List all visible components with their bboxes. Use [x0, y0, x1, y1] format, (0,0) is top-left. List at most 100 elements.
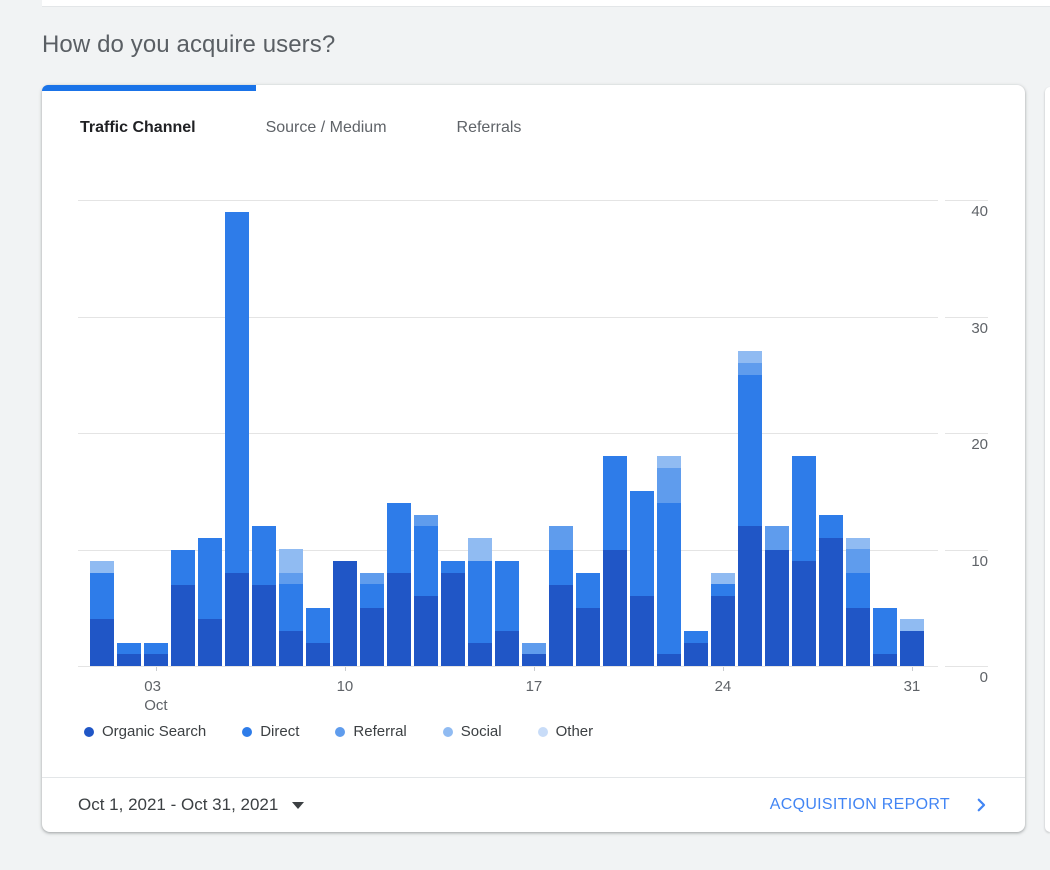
- bar-stack-oct-7[interactable]: [251, 526, 277, 666]
- x-axis-label: 31: [903, 678, 921, 695]
- bar-stack-oct-12[interactable]: [386, 502, 412, 666]
- bar-segment: [116, 642, 142, 655]
- bar-stack-oct-21[interactable]: [629, 491, 655, 666]
- bar-stack-oct-30[interactable]: [872, 607, 898, 666]
- x-axis-tick: [533, 666, 535, 671]
- bar-segment: [116, 654, 142, 666]
- bar-segment: [197, 537, 223, 620]
- chart-legend: Organic Search Direct Referral Social Other: [84, 723, 593, 740]
- bar-segment: [899, 631, 925, 666]
- bar-segment: [359, 584, 385, 608]
- bar-segment: [710, 596, 736, 666]
- bar-stack-oct-22[interactable]: [656, 456, 682, 666]
- gridline: [78, 200, 938, 201]
- bar-segment: [305, 607, 331, 643]
- bar-stack-oct-26[interactable]: [764, 526, 790, 666]
- bar-segment: [683, 631, 709, 643]
- bar-segment: [386, 502, 412, 573]
- gridline-tick: [945, 200, 988, 201]
- bar-stack-oct-6[interactable]: [224, 211, 250, 666]
- bar-segment: [764, 526, 790, 550]
- bar-stack-oct-24[interactable]: [710, 572, 736, 666]
- bar-stack-oct-13[interactable]: [413, 514, 439, 666]
- bar-stack-oct-9[interactable]: [305, 607, 331, 666]
- bar-segment: [359, 572, 385, 585]
- bar-segment: [737, 363, 763, 375]
- bar-stack-oct-19[interactable]: [575, 572, 601, 666]
- gridline: [78, 316, 938, 318]
- x-axis-tick: [722, 666, 724, 671]
- bar-segment: [575, 572, 601, 608]
- bar-segment: [143, 642, 169, 655]
- bar-segment: [656, 502, 682, 655]
- bar-segment: [791, 561, 817, 666]
- date-range-selector[interactable]: Oct 1, 2021 - Oct 31, 2021: [78, 795, 305, 815]
- bar-segment: [89, 619, 115, 666]
- bar-segment: [413, 596, 439, 666]
- bar-segment: [548, 549, 574, 585]
- bar-stack-oct-27[interactable]: [791, 456, 817, 666]
- bar-segment: [494, 631, 520, 666]
- bar-segment: [413, 526, 439, 597]
- bar-segment: [764, 549, 790, 666]
- card-footer: Oct 1, 2021 - Oct 31, 2021 ACQUISITION R…: [42, 777, 1025, 832]
- bar-segment: [170, 549, 196, 585]
- bar-segment: [251, 526, 277, 585]
- x-axis-label: 10: [336, 678, 354, 695]
- bar-stack-oct-28[interactable]: [818, 514, 844, 666]
- bar-segment: [413, 514, 439, 527]
- bar-segment: [737, 526, 763, 666]
- bar-segment: [278, 584, 304, 631]
- bar-stack-oct-29[interactable]: [845, 537, 871, 666]
- bar-stack-oct-23[interactable]: [683, 631, 709, 666]
- gridline-tick: [945, 549, 988, 551]
- tab-source-medium[interactable]: Source / Medium: [265, 119, 387, 136]
- bar-stack-oct-11[interactable]: [359, 572, 385, 666]
- bar-segment: [899, 619, 925, 631]
- bar-stack-oct-14[interactable]: [440, 561, 466, 666]
- bar-stack-oct-2[interactable]: [116, 642, 142, 666]
- bar-stack-oct-18[interactable]: [548, 526, 574, 666]
- tab-referrals[interactable]: Referrals: [456, 119, 522, 136]
- bar-stack-oct-3[interactable]: [143, 642, 169, 666]
- bar-stack-oct-20[interactable]: [602, 456, 628, 666]
- x-axis-label: 24: [714, 678, 732, 695]
- bar-segment: [602, 456, 628, 550]
- legend-dot-icon: [335, 726, 346, 737]
- bar-stack-oct-8[interactable]: [278, 549, 304, 666]
- bar-stack-oct-15[interactable]: [467, 537, 493, 666]
- bar-segment: [278, 631, 304, 666]
- bar-segment: [845, 537, 871, 550]
- gridline: [78, 666, 938, 667]
- bar-stack-oct-17[interactable]: [521, 642, 547, 666]
- bar-segment: [737, 374, 763, 527]
- tab-bar: Traffic Channel Source / Medium Referral…: [80, 118, 521, 138]
- bar-segment: [548, 526, 574, 550]
- legend-item: Other: [537, 723, 593, 740]
- bar-stack-oct-25[interactable]: [737, 351, 763, 666]
- x-axis-tick: [911, 666, 913, 671]
- legend-dot-icon: [442, 726, 453, 737]
- bar-stack-oct-16[interactable]: [494, 561, 520, 666]
- y-axis-label: 30: [971, 319, 988, 337]
- acquisition-report-link[interactable]: ACQUISITION REPORT: [770, 796, 990, 814]
- bar-segment: [278, 549, 304, 573]
- legend-dot-icon: [242, 726, 253, 737]
- y-axis-label: 20: [971, 436, 988, 453]
- bar-segment: [521, 642, 547, 655]
- bar-segment: [440, 561, 466, 573]
- tab-traffic-channel[interactable]: Traffic Channel: [80, 119, 196, 136]
- bar-segment: [251, 584, 277, 666]
- bar-stack-oct-5[interactable]: [197, 537, 223, 666]
- bar-segment: [818, 537, 844, 666]
- bar-stack-oct-4[interactable]: [170, 549, 196, 666]
- bar-segment: [467, 537, 493, 562]
- bar-segment: [710, 584, 736, 597]
- gridline-tick: [945, 666, 988, 667]
- legend-item: Organic Search: [84, 723, 206, 740]
- bar-stack-oct-1[interactable]: [89, 561, 115, 666]
- bar-stack-oct-31[interactable]: [899, 619, 925, 666]
- bar-segment: [494, 561, 520, 631]
- bar-stack-oct-10[interactable]: [332, 561, 358, 666]
- y-axis-label: 10: [971, 552, 988, 570]
